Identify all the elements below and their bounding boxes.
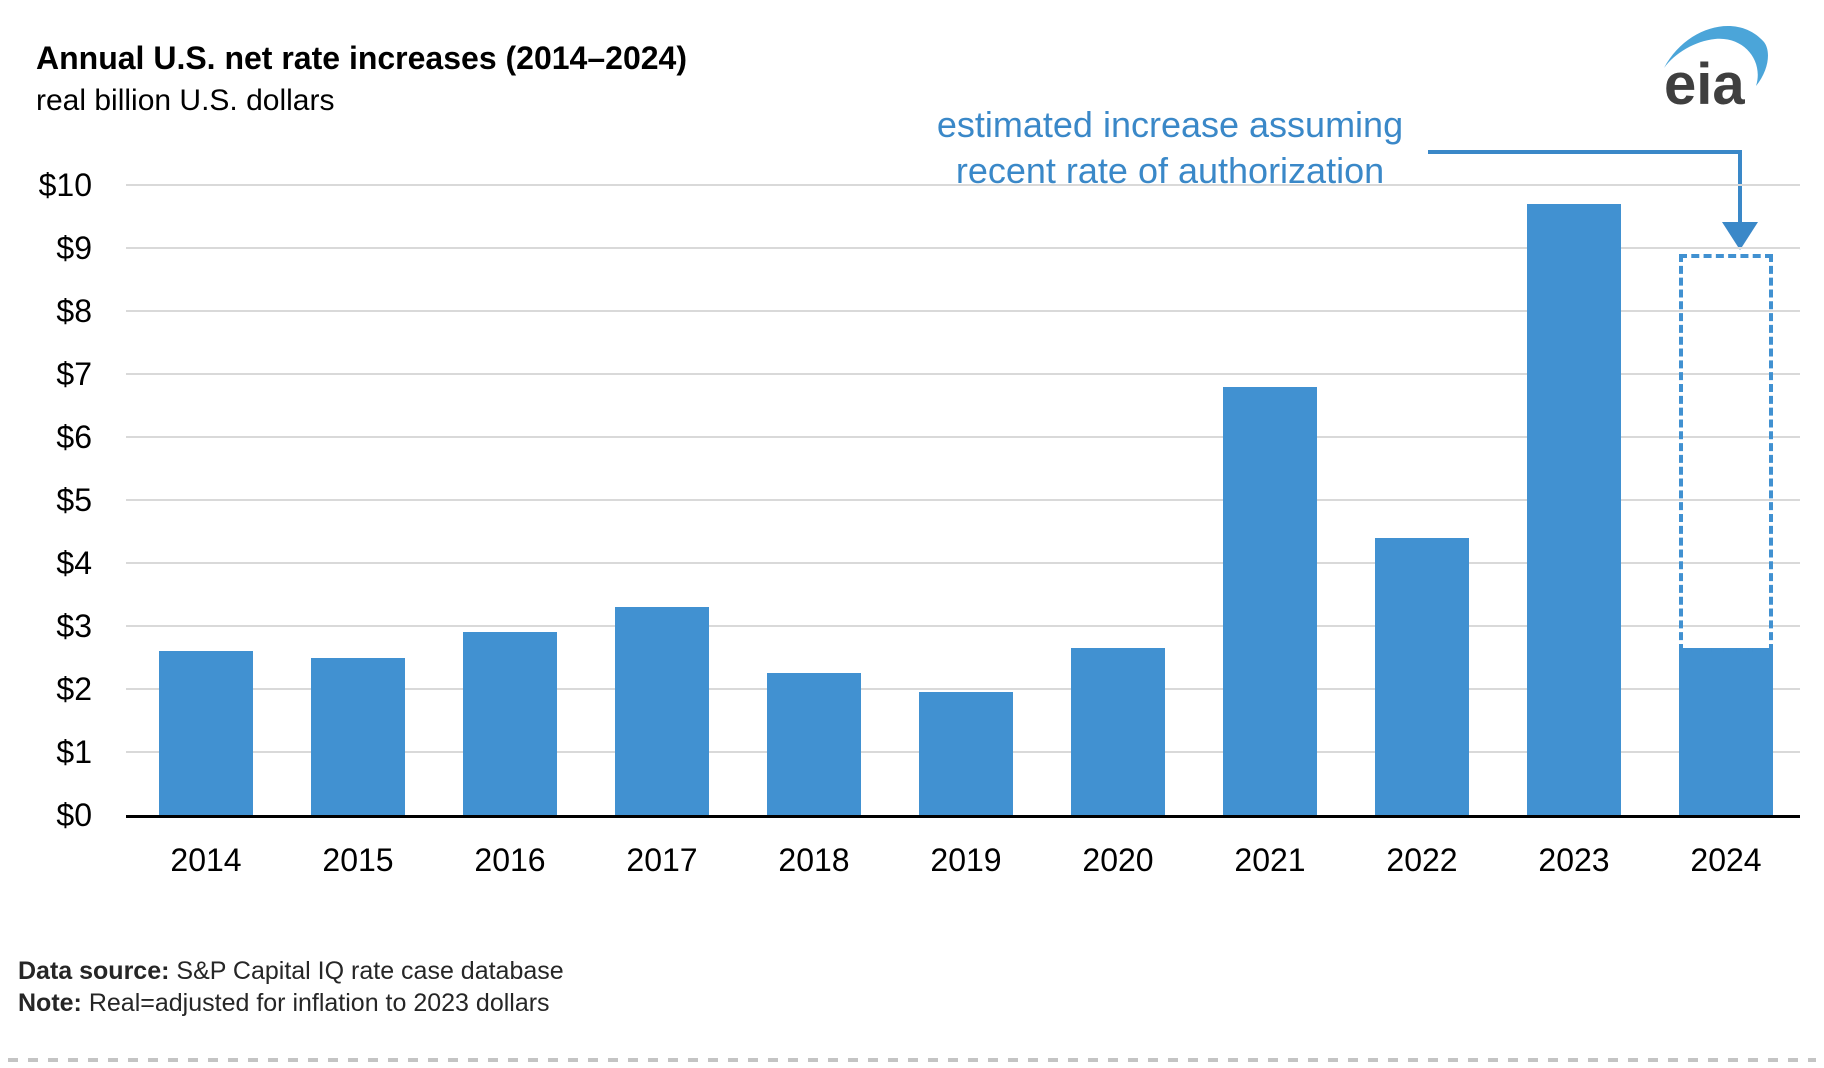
gridline-5	[126, 499, 1800, 501]
estimate-annotation-line1: estimated increase assuming	[936, 104, 1404, 145]
note-line: Note: Real=adjusted for inflation to 202…	[18, 987, 564, 1019]
gridline-10	[126, 184, 1800, 186]
bar-2021	[1223, 386, 1317, 815]
chart-title: Annual U.S. net rate increases (2014–202…	[36, 40, 687, 76]
footer-notes: Data source: S&P Capital IQ rate case da…	[18, 955, 564, 1019]
estimated-increase-dashed-box	[1679, 254, 1773, 653]
y-tick-label-4: $4	[56, 545, 92, 581]
eia-logo: eia	[1658, 16, 1798, 117]
bottom-dashed-separator	[8, 1058, 1816, 1062]
bar-2023	[1527, 203, 1621, 815]
data-source-label: Data source:	[18, 957, 170, 985]
x-tick-label-2020: 2020	[1082, 842, 1154, 878]
bar-2024	[1679, 648, 1773, 815]
bar-2020	[1071, 648, 1165, 815]
bar-2015	[311, 657, 405, 815]
bar-2022	[1375, 537, 1469, 815]
x-tick-label-2014: 2014	[170, 842, 242, 878]
y-tick-label-3: $3	[56, 608, 92, 644]
gridline-4	[126, 562, 1800, 564]
x-tick-label-2022: 2022	[1386, 842, 1458, 878]
x-tick-label-2024: 2024	[1690, 842, 1762, 878]
eia-logo-text: eia	[1664, 52, 1745, 116]
x-tick-label-2015: 2015	[322, 842, 394, 878]
x-tick-label-2021: 2021	[1234, 842, 1306, 878]
y-tick-label-2: $2	[56, 671, 92, 707]
y-tick-label-9: $9	[56, 230, 92, 266]
bar-2019	[919, 692, 1013, 815]
gridline-7	[126, 373, 1800, 375]
estimate-annotation: estimated increase assuming recent rate …	[850, 102, 1490, 194]
bar-2016	[463, 632, 557, 815]
eia-logo-graphic: eia	[1664, 25, 1768, 117]
bar-2014	[159, 651, 253, 815]
x-tick-label-2017: 2017	[626, 842, 698, 878]
y-tick-label-10: $10	[38, 167, 92, 203]
x-tick-label-2019: 2019	[930, 842, 1002, 878]
gridline-6	[126, 436, 1800, 438]
gridline-2	[126, 688, 1800, 690]
eia-swoosh-icon	[1664, 25, 1768, 86]
x-tick-label-2016: 2016	[474, 842, 546, 878]
y-tick-label-5: $5	[56, 482, 92, 518]
data-source-line: Data source: S&P Capital IQ rate case da…	[18, 955, 564, 987]
y-tick-label-8: $8	[56, 293, 92, 329]
gridline-3	[126, 625, 1800, 627]
y-tick-label-6: $6	[56, 419, 92, 455]
y-tick-label-0: $0	[56, 797, 92, 833]
gridline-8	[126, 310, 1800, 312]
x-tick-label-2018: 2018	[778, 842, 850, 878]
x-tick-label-2023: 2023	[1538, 842, 1610, 878]
y-tick-label-7: $7	[56, 356, 92, 392]
note-text: Real=adjusted for inflation to 2023 doll…	[81, 989, 550, 1017]
bar-2017	[615, 607, 709, 815]
bar-2018	[767, 673, 861, 815]
data-source-text: S&P Capital IQ rate case database	[169, 957, 564, 985]
gridline-9	[126, 247, 1800, 249]
plot-area	[126, 184, 1800, 818]
y-tick-label-1: $1	[56, 734, 92, 770]
note-label: Note:	[18, 989, 82, 1017]
chart-subtitle: real billion U.S. dollars	[36, 84, 335, 117]
